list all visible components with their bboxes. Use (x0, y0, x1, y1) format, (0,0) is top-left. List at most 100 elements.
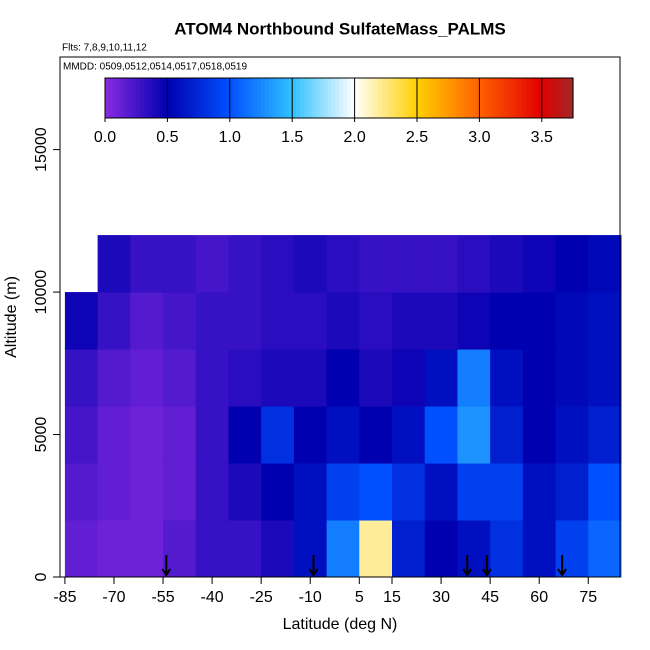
colorbar-swatch (171, 78, 176, 118)
colorbar-swatch (537, 78, 543, 118)
colorbar-swatch (179, 78, 184, 118)
heat-cell (130, 406, 164, 464)
colorbar-swatch (175, 78, 180, 118)
plot-frame (59, 56, 621, 578)
heat-cell (588, 520, 622, 578)
heat-cell (522, 406, 557, 464)
colorbar-tick-label: 0.0 (94, 129, 116, 146)
colorbar-swatch (502, 78, 508, 118)
heat-cell (163, 463, 197, 521)
colorbar-swatch (183, 78, 188, 118)
colorbar-swatch (253, 78, 258, 118)
heat-cell (326, 406, 360, 464)
colorbar-tick-label: 3.5 (531, 129, 553, 146)
colorbar-swatch (342, 78, 348, 118)
heat-cell (457, 292, 491, 350)
heat-cell (457, 463, 491, 521)
heat-cell (588, 349, 622, 407)
colorbar-swatch (323, 78, 328, 118)
colorbar-swatch (491, 78, 496, 118)
annotation: Flts: 7,8,9,10,11,12 (62, 43, 147, 54)
heat-cell (555, 292, 589, 350)
colorbar-swatch (557, 78, 562, 118)
heat-cell (424, 463, 458, 521)
heat-cell (261, 292, 295, 350)
x-tick-label: -55 (151, 589, 174, 606)
colorbar-swatch (553, 78, 558, 118)
heat-cell (359, 349, 393, 407)
heat-cell (130, 235, 164, 293)
heat-cell (293, 235, 328, 293)
colorbar-swatch (335, 78, 340, 118)
colorbar-swatch (268, 78, 274, 118)
heat-cell (293, 463, 328, 521)
heat-cell (64, 406, 99, 464)
heat-cell (522, 349, 557, 407)
colorbar-swatch (233, 78, 239, 118)
colorbar-swatch (483, 78, 488, 118)
heat-cell (195, 235, 229, 293)
y-tick-label: 15000 (33, 127, 50, 172)
x-tick-label: 30 (432, 589, 450, 606)
heat-cell (555, 520, 589, 578)
colorbar-swatch (159, 78, 165, 118)
colorbar-swatch (545, 78, 551, 118)
heat-cell (588, 463, 622, 521)
heat-cell (326, 349, 360, 407)
arrow (308, 555, 319, 577)
colorbar-swatch (315, 78, 321, 118)
heat-cell (555, 406, 589, 464)
colorbar-swatch (307, 78, 313, 118)
heat-cell (228, 292, 262, 350)
heat-cell (130, 520, 164, 578)
colorbar-swatch (229, 78, 235, 118)
colorbar-swatch (378, 78, 383, 118)
colorbar-tick-label: 1.0 (219, 129, 241, 146)
colorbar-swatch (526, 78, 531, 118)
heat-cell (97, 520, 131, 578)
colorbar-swatch (413, 78, 418, 118)
colorbar-swatch (155, 78, 161, 118)
heat-cell (195, 292, 229, 350)
colorbar-swatch (210, 78, 215, 118)
heat-cell (588, 292, 622, 350)
heat-cell (392, 292, 426, 350)
colorbar-tick-label: 3.0 (468, 129, 490, 146)
heat-cell (588, 406, 622, 464)
heat-cell (64, 349, 99, 407)
arrow (161, 555, 172, 577)
heat-cell (163, 349, 197, 407)
heat-cell (424, 520, 458, 578)
colorbar-swatch (428, 78, 434, 118)
colorbar-swatch (381, 78, 387, 118)
colorbar-swatch (354, 78, 360, 118)
heat-cell (64, 463, 99, 521)
colorbar-swatch (432, 78, 438, 118)
colorbar-swatch (417, 78, 422, 118)
heat-cell (228, 235, 262, 293)
heat-cell (392, 235, 426, 293)
y-tick-label: 10000 (33, 270, 50, 315)
colorbar-swatch (206, 78, 211, 118)
colorbar-swatch (569, 78, 574, 118)
heat-cell (97, 463, 131, 521)
heat-cell (555, 349, 589, 407)
heat-cell (326, 292, 360, 350)
colorbar-swatch (350, 78, 356, 118)
heat-cell (228, 463, 262, 521)
heat-cell (326, 463, 360, 521)
colorbar-swatch (218, 78, 223, 118)
colorbar-swatch (296, 78, 301, 118)
heat-cell (424, 406, 458, 464)
y-axis-label: Altitude (m) (3, 276, 20, 358)
heat-cell (293, 520, 328, 578)
heat-cell (359, 292, 393, 350)
colorbar-swatch (495, 78, 500, 118)
colorbar-swatch (292, 78, 297, 118)
colorbar-swatch (202, 78, 207, 118)
heat-cell (195, 463, 229, 521)
colorbar-swatch (331, 78, 336, 118)
colorbar-swatch (245, 78, 250, 118)
heat-cell (228, 520, 262, 578)
